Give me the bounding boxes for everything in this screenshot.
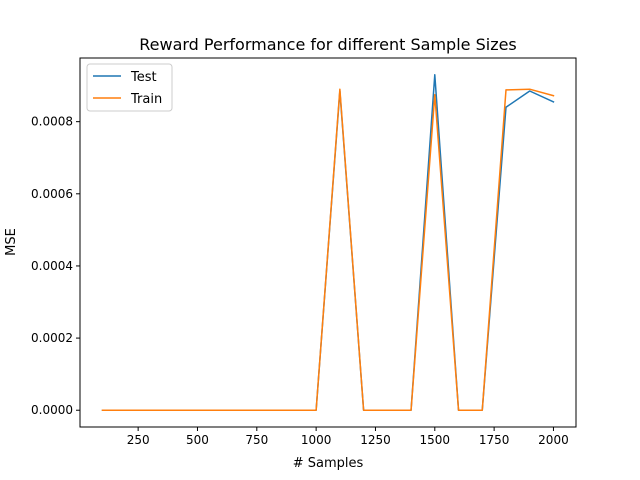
x-tick-label: 250 <box>127 433 150 447</box>
legend: Test Train <box>86 63 173 112</box>
x-tick-label: 500 <box>186 433 209 447</box>
y-tick-label: 0.0004 <box>31 259 73 273</box>
y-axis-label: MSE <box>4 228 19 256</box>
axes-frame <box>79 57 577 428</box>
y-tick-label: 0.0000 <box>31 403 73 417</box>
chart-title: Reward Performance for different Sample … <box>139 35 517 54</box>
y-tick-label: 0.0008 <box>31 115 73 129</box>
y-axis: 0.0000 0.0002 0.0004 0.0006 0.0008 <box>31 115 80 417</box>
legend-label-train: Train <box>130 92 162 107</box>
x-axis-label: # Samples <box>293 456 364 471</box>
x-tick-label: 1500 <box>420 433 451 447</box>
x-tick-label: 1000 <box>301 433 332 447</box>
y-tick-label: 0.0006 <box>31 187 73 201</box>
x-tick-label: 1750 <box>479 433 510 447</box>
x-axis: 250 500 750 1000 1250 1500 1750 2000 <box>127 427 569 447</box>
x-tick-label: 2000 <box>538 433 569 447</box>
x-tick-label: 1250 <box>360 433 391 447</box>
x-tick-label: 750 <box>245 433 268 447</box>
y-tick-label: 0.0002 <box>31 331 73 345</box>
legend-label-test: Test <box>130 70 157 85</box>
series-line-train <box>101 88 555 411</box>
plot-area <box>101 74 555 411</box>
